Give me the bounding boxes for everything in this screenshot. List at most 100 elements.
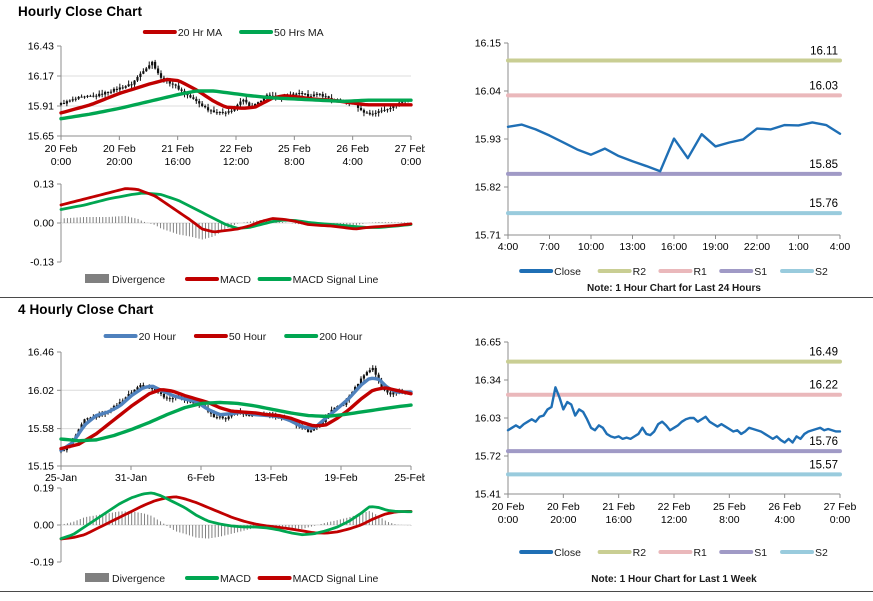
- four-hourly-macd-chart: 0.19 0.00 -0.19 Divergence MACD MACD Signal L…: [15, 482, 425, 593]
- svg-text:R1: R1: [693, 547, 707, 559]
- svg-text:15.58: 15.58: [28, 423, 54, 435]
- svg-text:S1: S1: [754, 547, 767, 559]
- svg-text:15.76: 15.76: [809, 436, 838, 448]
- svg-text:21 Feb: 21 Feb: [602, 501, 635, 513]
- svg-text:12:00: 12:00: [223, 156, 249, 168]
- svg-text:15.71: 15.71: [475, 230, 501, 242]
- svg-text:0:00: 0:00: [498, 514, 519, 526]
- day-pivot-levels-chart: 16.15 16.04 15.93 15.82 15.71 4:00 7:00 10:00 13…: [440, 30, 865, 287]
- svg-text:1:00: 1:00: [788, 241, 809, 253]
- svg-text:16.02: 16.02: [28, 385, 54, 397]
- svg-text:27 Feb: 27 Feb: [824, 501, 857, 513]
- hourly-close-price-chart: 16.43 16.17 15.91 15.65 20 Feb 0:00 20 Feb 20:0…: [15, 22, 428, 177]
- svg-text:S1: S1: [754, 266, 767, 278]
- svg-text:Divergence: Divergence: [112, 274, 165, 286]
- svg-text:20 Feb: 20 Feb: [45, 143, 78, 155]
- svg-text:16.43: 16.43: [28, 41, 54, 53]
- svg-text:16.04: 16.04: [475, 86, 501, 98]
- svg-text:50 Hrs MA: 50 Hrs MA: [274, 27, 324, 39]
- section-divider: [0, 297, 873, 298]
- svg-text:16.49: 16.49: [809, 347, 838, 359]
- svg-text:26 Feb: 26 Feb: [768, 501, 801, 513]
- svg-text:15.57: 15.57: [809, 459, 838, 471]
- svg-text:S2: S2: [815, 266, 828, 278]
- svg-text:15.41: 15.41: [475, 489, 501, 501]
- svg-text:15.65: 15.65: [28, 131, 54, 143]
- svg-text:4:00: 4:00: [774, 514, 795, 526]
- svg-text:0:00: 0:00: [401, 156, 422, 168]
- svg-text:R2: R2: [633, 547, 647, 559]
- svg-text:20 Hour: 20 Hour: [139, 331, 177, 343]
- svg-text:Divergence: Divergence: [112, 573, 165, 585]
- svg-text:4:00: 4:00: [342, 156, 363, 168]
- svg-text:16.34: 16.34: [475, 375, 501, 387]
- svg-text:0:00: 0:00: [51, 156, 72, 168]
- svg-text:13-Feb: 13-Feb: [254, 472, 287, 484]
- svg-text:16:00: 16:00: [606, 514, 632, 526]
- svg-text:Close: Close: [554, 547, 581, 559]
- svg-text:22 Feb: 22 Feb: [220, 143, 253, 155]
- svg-text:0.19: 0.19: [34, 483, 55, 495]
- svg-text:200 Hour: 200 Hour: [319, 331, 363, 343]
- week-chart-note: Note: 1 Hour Chart for Last 1 Week: [591, 574, 757, 585]
- svg-text:13:00: 13:00: [619, 241, 645, 253]
- svg-text:15.91: 15.91: [28, 101, 54, 113]
- svg-text:15.15: 15.15: [28, 461, 54, 473]
- svg-text:0.13: 0.13: [34, 179, 55, 191]
- svg-text:16:00: 16:00: [165, 156, 191, 168]
- week-pivot-levels-chart: 16.65 16.34 16.03 15.72 15.41 20 Feb 0:00 20 Fe…: [440, 330, 865, 573]
- svg-text:12:00: 12:00: [661, 514, 687, 526]
- svg-text:20:00: 20:00: [550, 514, 576, 526]
- svg-text:19-Feb: 19-Feb: [324, 472, 357, 484]
- svg-text:16.03: 16.03: [475, 413, 501, 425]
- svg-text:27 Feb: 27 Feb: [395, 143, 425, 155]
- svg-text:6-Feb: 6-Feb: [187, 472, 215, 484]
- svg-text:-0.13: -0.13: [30, 257, 54, 269]
- svg-text:25 Feb: 25 Feb: [278, 143, 311, 155]
- svg-text:MACD Signal Line: MACD Signal Line: [293, 573, 379, 585]
- svg-text:16.15: 16.15: [475, 38, 501, 50]
- svg-text:10:00: 10:00: [578, 241, 604, 253]
- svg-text:16.17: 16.17: [28, 71, 54, 83]
- svg-text:20 Hr MA: 20 Hr MA: [178, 27, 222, 39]
- svg-text:50 Hour: 50 Hour: [229, 331, 267, 343]
- svg-text:20 Feb: 20 Feb: [492, 501, 525, 513]
- svg-text:0:00: 0:00: [830, 514, 851, 526]
- svg-text:7:00: 7:00: [539, 241, 560, 253]
- svg-text:16.65: 16.65: [475, 337, 501, 349]
- svg-text:MACD: MACD: [220, 274, 251, 286]
- svg-text:22:00: 22:00: [744, 241, 770, 253]
- svg-text:8:00: 8:00: [719, 514, 740, 526]
- section2-title: 4 Hourly Close Chart: [18, 302, 154, 317]
- section1-title: Hourly Close Chart: [18, 4, 143, 19]
- svg-text:S2: S2: [815, 547, 828, 559]
- svg-text:16.03: 16.03: [809, 80, 838, 92]
- svg-text:25-Jan: 25-Jan: [45, 472, 77, 484]
- svg-text:R2: R2: [633, 266, 647, 278]
- svg-text:22 Feb: 22 Feb: [658, 501, 691, 513]
- bottom-divider: [0, 591, 873, 592]
- svg-text:15.93: 15.93: [475, 134, 501, 146]
- svg-text:-0.19: -0.19: [30, 557, 54, 569]
- four-hourly-close-price-chart: 16.46 16.02 15.58 15.15 25-Jan 31-Jan 6-Feb 13-…: [15, 326, 428, 493]
- svg-text:25-Feb: 25-Feb: [394, 472, 425, 484]
- svg-text:25 Feb: 25 Feb: [713, 501, 746, 513]
- svg-text:MACD: MACD: [220, 573, 251, 585]
- day-chart-note: Note: 1 Hour Chart for Last 24 Hours: [587, 283, 761, 294]
- svg-text:31-Jan: 31-Jan: [115, 472, 147, 484]
- svg-text:21 Feb: 21 Feb: [161, 143, 194, 155]
- svg-text:0.00: 0.00: [34, 218, 55, 230]
- svg-text:4:00: 4:00: [498, 241, 519, 253]
- svg-text:15.82: 15.82: [475, 182, 501, 194]
- svg-text:20:00: 20:00: [106, 156, 132, 168]
- svg-text:26 Feb: 26 Feb: [336, 143, 369, 155]
- svg-text:20 Feb: 20 Feb: [547, 501, 580, 513]
- svg-text:15.85: 15.85: [809, 159, 838, 171]
- svg-text:15.72: 15.72: [475, 451, 501, 463]
- svg-text:Close: Close: [554, 266, 581, 278]
- hourly-macd-chart: 0.13 0.00 -0.13 Divergence MACD MACD Signal L…: [15, 176, 425, 296]
- svg-text:16.46: 16.46: [28, 347, 54, 359]
- svg-text:R1: R1: [693, 266, 707, 278]
- svg-text:0.00: 0.00: [34, 520, 55, 532]
